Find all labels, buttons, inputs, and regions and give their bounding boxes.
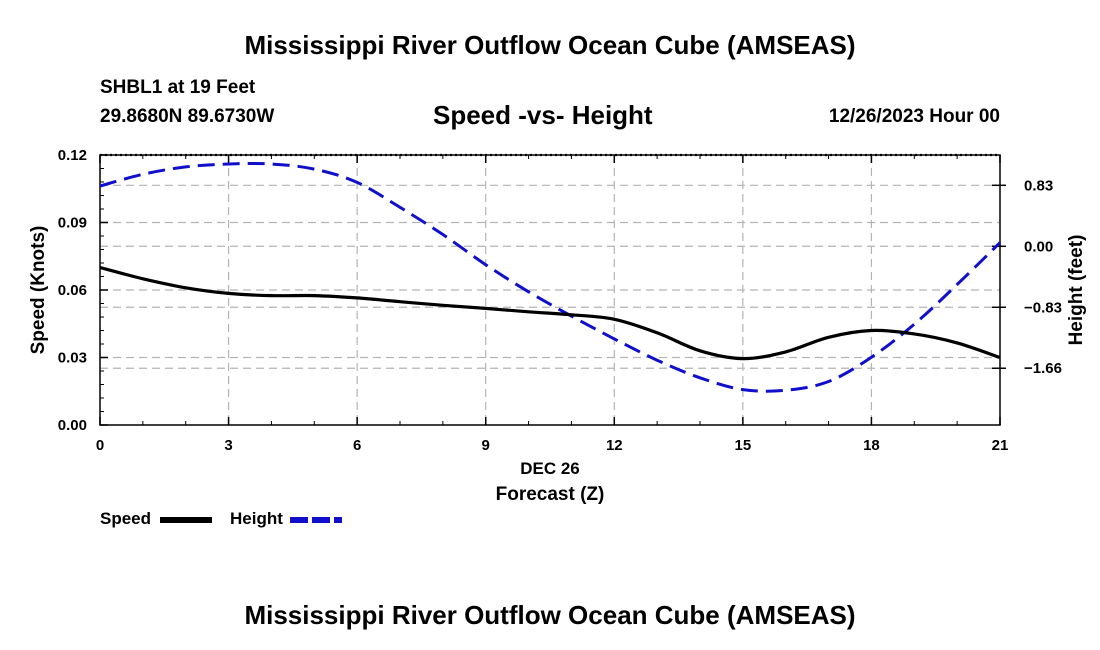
y-left-tick-label: 0.03 xyxy=(58,350,87,367)
height-series-line xyxy=(99,161,1002,393)
x-tick-label: 3 xyxy=(224,437,232,454)
x-tick-label: 12 xyxy=(606,437,623,454)
speed-series-line xyxy=(99,265,1001,361)
chart-title: Speed -vs- Height xyxy=(433,100,653,130)
y-right-tick-label: −1.66 xyxy=(1024,360,1062,377)
y-right-tick-label: 0.83 xyxy=(1024,177,1053,194)
x-tick-label: 0 xyxy=(96,437,104,454)
x-tick-label: 18 xyxy=(863,437,880,454)
legend-speed-swatch xyxy=(160,517,212,523)
legend-speed-label: Speed xyxy=(100,509,152,528)
station-label: SHBL1 at 19 Feet xyxy=(100,77,256,98)
x-axis-title: Forecast (Z) xyxy=(496,484,605,505)
x-tick-label: 6 xyxy=(353,437,361,454)
y-left-tick-label: 0.09 xyxy=(58,215,87,232)
station-coordinates: 29.8680N 89.6730W xyxy=(100,106,275,127)
y-left-tick-label: 0.06 xyxy=(58,282,87,299)
legend-height-label: Height xyxy=(230,509,283,528)
forecast-datetime: 12/26/2023 Hour 00 xyxy=(828,106,1000,127)
y-right-axis-title: Height (feet) xyxy=(1066,235,1087,346)
page-title-repeat: Mississippi River Outflow Ocean Cube (AM… xyxy=(244,600,856,630)
x-axis-date-label: DEC 26 xyxy=(520,459,580,478)
page-title: Mississippi River Outflow Ocean Cube (AM… xyxy=(244,30,856,60)
legend-height-swatch xyxy=(290,517,342,523)
y-left-tick-label: 0.00 xyxy=(58,417,87,434)
x-tick-label: 9 xyxy=(482,437,490,454)
y-left-axis-title: Speed (Knots) xyxy=(28,226,49,355)
y-right-tick-label: 0.00 xyxy=(1024,238,1053,255)
x-tick-label: 15 xyxy=(735,437,752,454)
y-left-tick-label: 0.12 xyxy=(58,147,87,164)
x-tick-label: 21 xyxy=(992,437,1009,454)
y-right-tick-label: −0.83 xyxy=(1024,299,1062,316)
